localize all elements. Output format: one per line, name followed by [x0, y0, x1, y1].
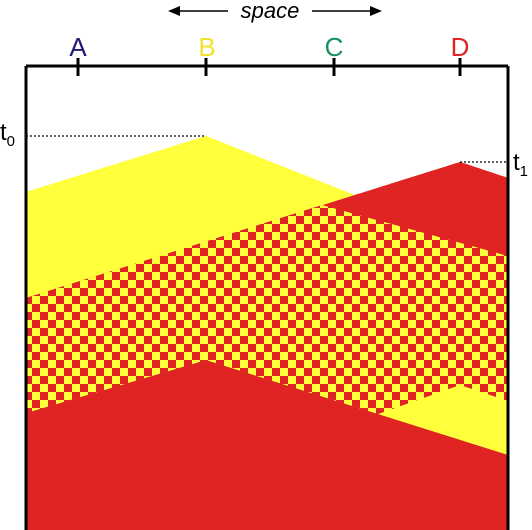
point-label-d: D — [451, 32, 470, 62]
yellow-lower-right — [378, 385, 508, 455]
arrow-right-head — [370, 6, 382, 16]
t1-label: t1 — [513, 149, 528, 180]
t0-sub: 0 — [7, 133, 15, 150]
point-label-a: A — [69, 32, 87, 62]
overlap-clean — [26, 136, 508, 530]
checker-overlap — [26, 205, 508, 414]
t0-base: t — [0, 119, 7, 146]
t0-label: t0 — [0, 119, 15, 150]
frame — [24, 58, 510, 530]
arrow-left-head — [168, 6, 180, 16]
t1-base: t — [513, 149, 520, 176]
space-label: space — [241, 0, 300, 23]
point-label-c: C — [325, 32, 344, 62]
point-label-b: B — [198, 32, 215, 62]
space-arrow: space — [168, 0, 382, 23]
t1-sub: 1 — [520, 163, 528, 180]
